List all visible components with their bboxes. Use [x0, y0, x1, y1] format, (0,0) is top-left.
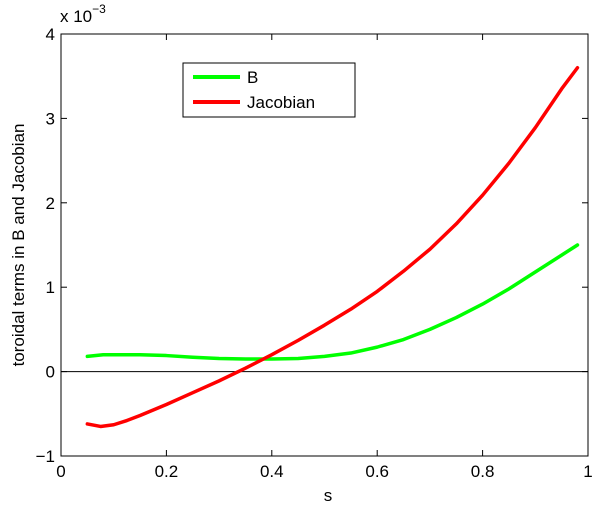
axes-frame	[60, 33, 589, 457]
y-exponent-base: x 10	[60, 7, 92, 26]
y-tick-label: 3	[46, 109, 55, 128]
legend-box	[182, 62, 356, 118]
y-tick-label: −1	[36, 447, 55, 466]
legend-label-jacobian: Jacobian	[247, 93, 315, 112]
legend: B Jacobian	[182, 62, 356, 118]
y-tick-label: 1	[46, 278, 55, 297]
series-line-b	[85, 243, 580, 361]
x-tick-label: 0.6	[365, 462, 389, 481]
axes-box	[60, 33, 589, 457]
labels-layer: s toroidal terms in B and Jacobian x 10−…	[9, 2, 332, 505]
y-exponent-label: x 10−3	[60, 2, 106, 26]
series-line-jacobian	[85, 66, 580, 429]
x-tick-label: 0.2	[155, 462, 179, 481]
y-tick-label: 0	[46, 363, 55, 382]
x-tick-label: 0.4	[260, 462, 284, 481]
legend-label-b: B	[247, 68, 258, 87]
x-tick-label: 1	[583, 462, 592, 481]
x-tick-label: 0	[56, 462, 65, 481]
y-exponent-power: −3	[92, 2, 106, 16]
y-axis-label: toroidal terms in B and Jacobian	[9, 124, 28, 367]
x-tick-label: 0.8	[471, 462, 495, 481]
y-tick-label: 4	[46, 25, 55, 44]
x-axis-label: s	[324, 486, 333, 505]
series-layer	[85, 66, 580, 429]
y-tick-label: 2	[46, 194, 55, 213]
